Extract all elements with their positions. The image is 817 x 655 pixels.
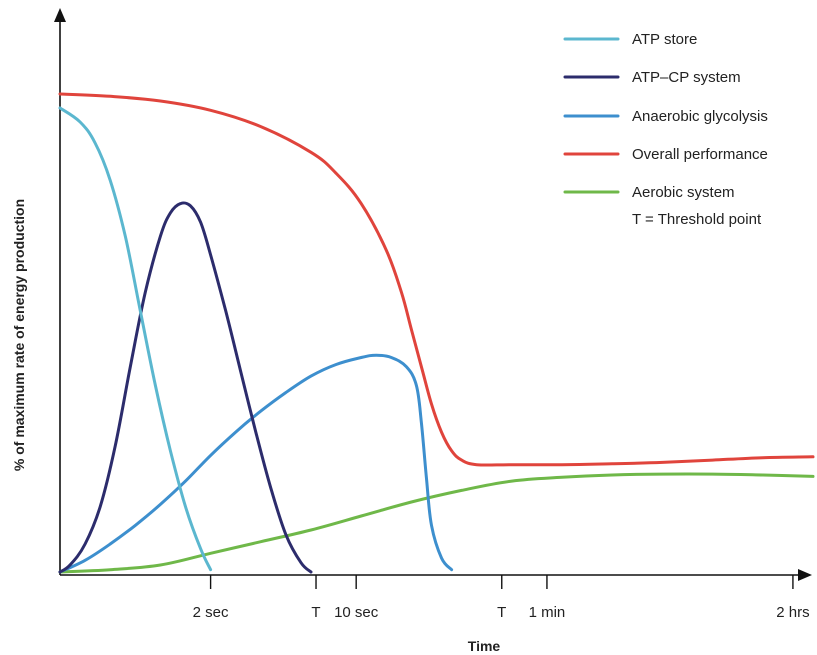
- series-line-atp-store: [58, 106, 213, 572]
- series-line-aerobic-system: [58, 472, 815, 574]
- legend-threshold-note: T = Threshold point: [632, 211, 762, 228]
- x-ticks: 2 sec T 10 sec T 1 min 2 hrs: [193, 575, 810, 621]
- legend-label-overall-performance: Overall performance: [632, 146, 768, 163]
- x-tick-label: T: [497, 604, 506, 621]
- axes: [54, 8, 812, 581]
- legend: ATP store ATP–CP system Anaerobic glycolys…: [563, 31, 768, 228]
- series-line-overall-performance: [58, 92, 815, 467]
- legend-label-anaerobic-glycolysis: Anaerobic glycolysis: [632, 108, 768, 125]
- series-line-anaerobic-glycolysis: [58, 353, 454, 574]
- x-tick-label: 2 sec: [193, 604, 229, 621]
- x-tick-label: 1 min: [529, 604, 566, 621]
- legend-label-aerobic-system: Aerobic system: [632, 184, 735, 201]
- legend-label-atp-store: ATP store: [632, 31, 697, 48]
- x-axis-arrow: [798, 569, 812, 581]
- x-tick-label: T: [311, 604, 320, 621]
- y-axis-title: % of maximum rate of energy production: [11, 199, 27, 471]
- y-axis-arrow: [54, 8, 66, 22]
- legend-label-atp-cp-system: ATP–CP system: [632, 69, 741, 86]
- x-tick-label: 2 hrs: [776, 604, 809, 621]
- x-tick-label: 10 sec: [334, 604, 379, 621]
- x-axis-title: Time: [468, 638, 501, 654]
- series-line-atp-cp-system: [58, 201, 313, 574]
- series-lines: [58, 92, 815, 574]
